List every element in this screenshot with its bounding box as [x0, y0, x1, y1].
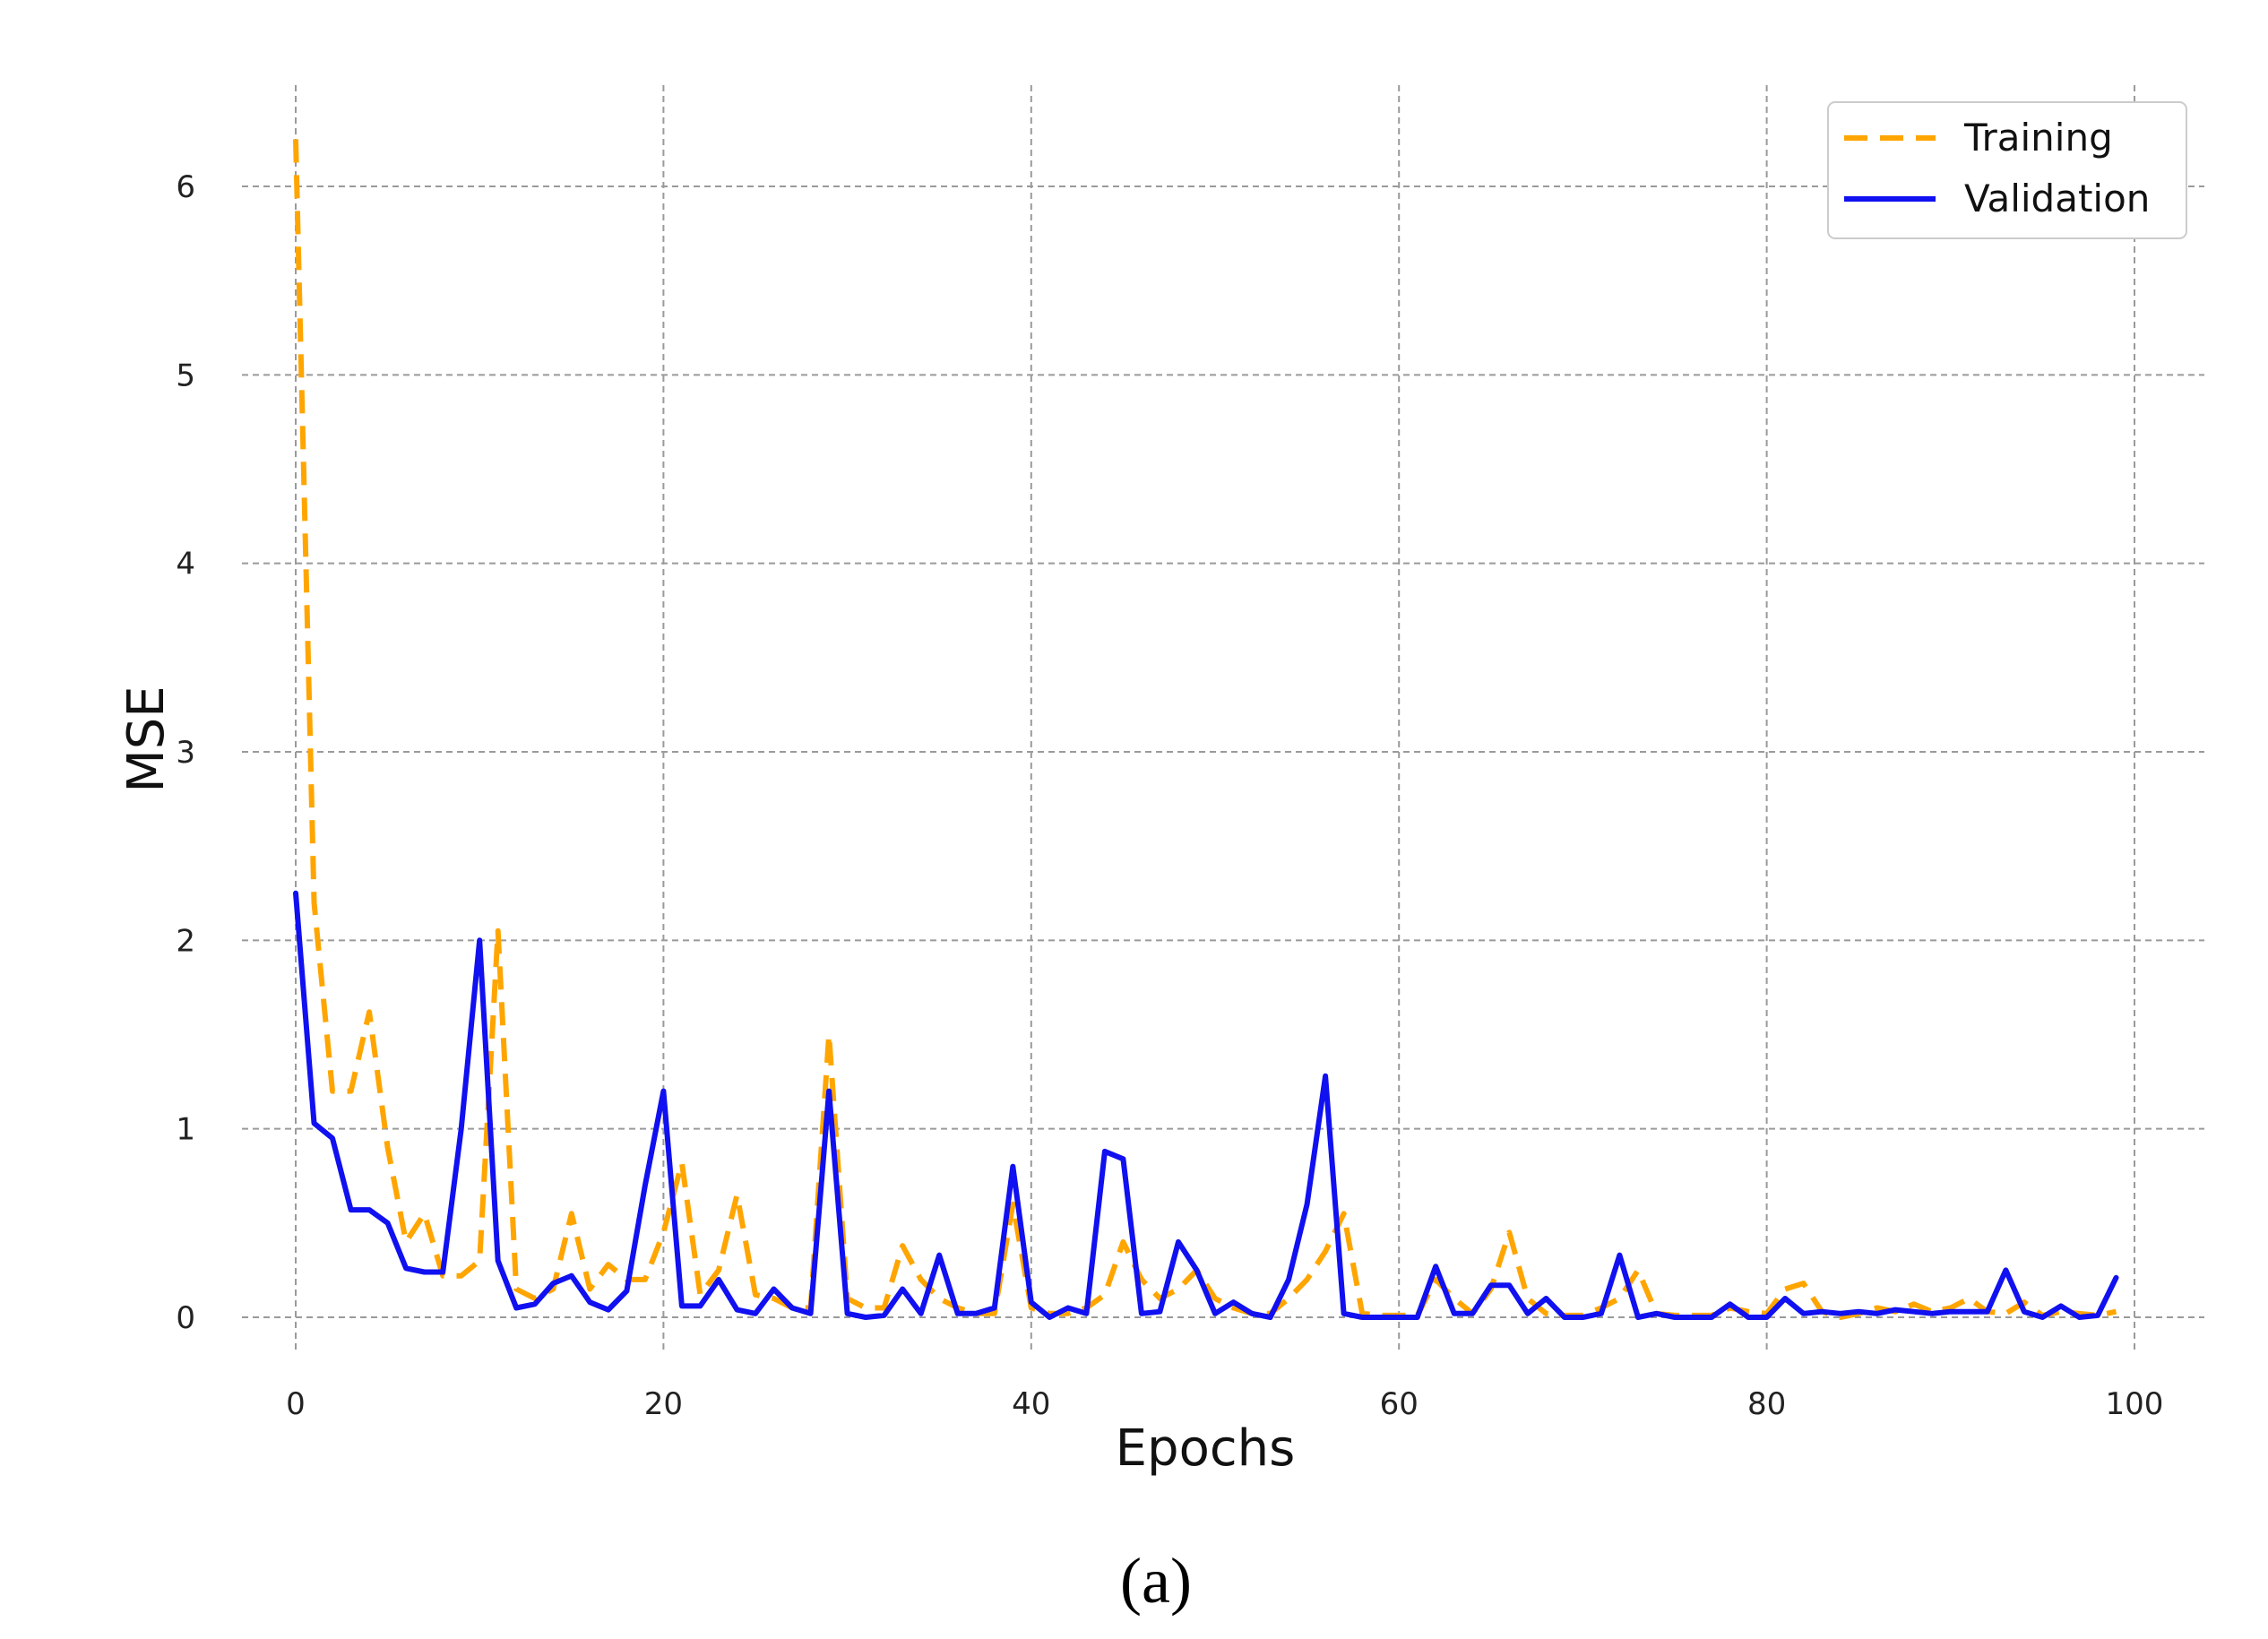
y-tick-label: 6	[176, 169, 195, 205]
x-tick-label: 40	[1012, 1386, 1050, 1422]
series-line-training	[293, 139, 2117, 1320]
y-tick-label: 2	[176, 923, 195, 959]
legend-label-validation: Validation	[1964, 177, 2150, 220]
y-tick-label: 5	[176, 358, 195, 393]
y-tick-labels: 0 1 2 3 4 5 6	[176, 169, 195, 1336]
subcaption: (a)	[1120, 1545, 1192, 1617]
y-tick-label: 0	[176, 1300, 195, 1336]
grid-lines	[242, 85, 2204, 1353]
legend-label-training: Training	[1963, 116, 2113, 160]
y-tick-label: 3	[176, 735, 195, 771]
x-axis-title: Epochs	[1116, 1419, 1296, 1478]
legend: Training Validation	[1827, 101, 2187, 239]
y-tick-label: 1	[176, 1112, 195, 1148]
x-tick-label: 100	[2106, 1386, 2164, 1422]
x-tick-label: 80	[1747, 1386, 1786, 1422]
series-line-validation	[293, 890, 2119, 1320]
x-tick-label: 0	[286, 1386, 306, 1422]
x-tick-labels: 0 20 40 60 80 100	[286, 1386, 2163, 1422]
series-lines	[293, 139, 2119, 1320]
y-tick-label: 4	[176, 547, 195, 582]
x-tick-label: 60	[1380, 1386, 1419, 1422]
y-axis-title: MSE	[117, 686, 176, 792]
x-tick-label: 20	[644, 1386, 683, 1422]
